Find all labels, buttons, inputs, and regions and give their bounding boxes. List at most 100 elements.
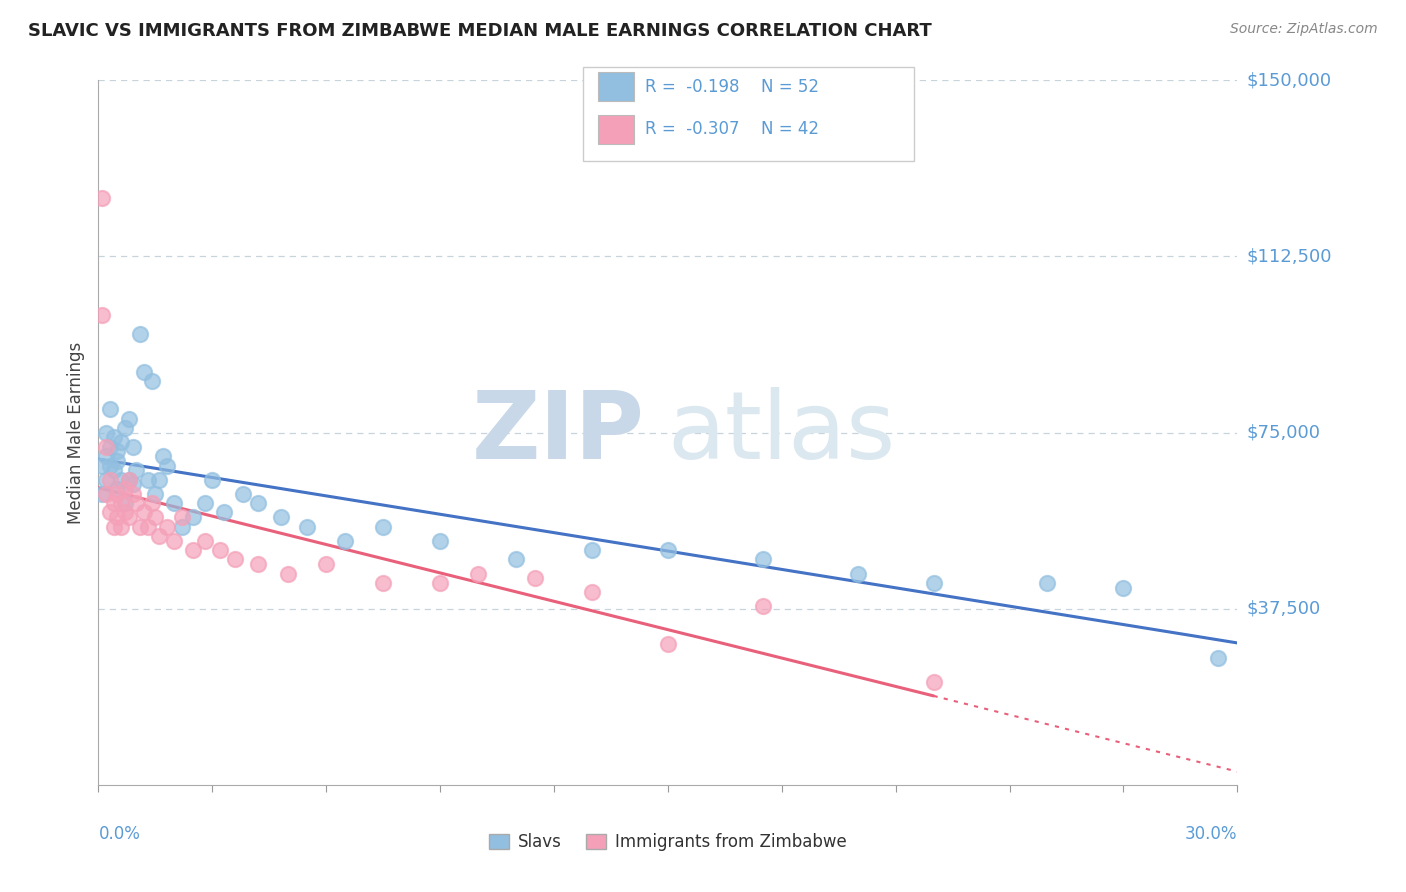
Text: 0.0%: 0.0%	[98, 825, 141, 843]
Point	[114, 506, 136, 520]
Point	[132, 365, 155, 379]
Point	[118, 411, 141, 425]
Point	[141, 374, 163, 388]
Point	[371, 519, 394, 533]
Point	[335, 533, 357, 548]
Point	[145, 486, 167, 500]
Point	[136, 473, 159, 487]
Point	[91, 191, 114, 205]
Point	[91, 486, 114, 500]
Point	[114, 421, 136, 435]
Text: atlas: atlas	[668, 386, 896, 479]
Point	[429, 533, 451, 548]
Point	[121, 477, 143, 491]
Point	[103, 496, 125, 510]
Point	[163, 496, 186, 510]
Point	[581, 543, 603, 558]
Point	[752, 552, 775, 566]
Point	[156, 519, 179, 533]
Point	[145, 510, 167, 524]
Point	[110, 496, 132, 510]
Point	[91, 308, 114, 322]
Point	[118, 473, 141, 487]
Point	[94, 473, 117, 487]
Text: $37,500: $37,500	[1246, 599, 1320, 618]
Point	[1036, 576, 1059, 591]
Text: 30.0%: 30.0%	[1185, 825, 1237, 843]
Point	[1208, 651, 1230, 665]
Point	[152, 449, 174, 463]
Point	[103, 430, 125, 444]
Point	[141, 496, 163, 510]
Point	[467, 566, 489, 581]
Point	[277, 566, 299, 581]
Point	[201, 473, 224, 487]
Point	[183, 543, 205, 558]
Text: N = 42: N = 42	[761, 120, 818, 138]
Point	[91, 458, 114, 473]
Point	[581, 585, 603, 599]
Point	[429, 576, 451, 591]
Point	[136, 519, 159, 533]
Point	[270, 510, 292, 524]
Point	[371, 576, 394, 591]
Point	[129, 326, 152, 341]
Point	[98, 473, 121, 487]
Point	[94, 440, 117, 454]
Point	[132, 506, 155, 520]
Point	[107, 482, 129, 496]
Point	[107, 454, 129, 468]
Point	[98, 402, 121, 417]
Point	[246, 557, 269, 571]
Point	[107, 444, 129, 458]
Point	[752, 599, 775, 614]
Point	[212, 506, 235, 520]
Text: $75,000: $75,000	[1246, 424, 1320, 442]
Point	[110, 435, 132, 450]
Point	[524, 571, 547, 585]
Point	[148, 529, 170, 543]
Point	[103, 463, 125, 477]
Point	[107, 486, 129, 500]
Point	[246, 496, 269, 510]
Point	[114, 496, 136, 510]
Point	[922, 576, 945, 591]
Text: ZIP: ZIP	[472, 386, 645, 479]
Point	[163, 533, 186, 548]
Point	[121, 440, 143, 454]
Point	[297, 519, 319, 533]
Point	[94, 449, 117, 463]
Point	[148, 473, 170, 487]
Y-axis label: Median Male Earnings: Median Male Earnings	[66, 342, 84, 524]
Point	[129, 519, 152, 533]
Point	[170, 510, 193, 524]
Point	[315, 557, 337, 571]
Point	[103, 519, 125, 533]
Text: $112,500: $112,500	[1246, 247, 1331, 266]
Point	[846, 566, 869, 581]
Point	[110, 473, 132, 487]
Point	[232, 486, 254, 500]
Point	[125, 463, 148, 477]
Point	[657, 637, 679, 651]
Legend: Slavs, Immigrants from Zimbabwe: Slavs, Immigrants from Zimbabwe	[482, 826, 853, 858]
Text: SLAVIC VS IMMIGRANTS FROM ZIMBABWE MEDIAN MALE EARNINGS CORRELATION CHART: SLAVIC VS IMMIGRANTS FROM ZIMBABWE MEDIA…	[28, 22, 932, 40]
Point	[94, 425, 117, 440]
Point	[121, 486, 143, 500]
Text: $150,000: $150,000	[1246, 71, 1331, 89]
Point	[98, 506, 121, 520]
Point	[114, 482, 136, 496]
Point	[107, 510, 129, 524]
Point	[194, 496, 217, 510]
Point	[170, 519, 193, 533]
Point	[505, 552, 527, 566]
Point	[98, 458, 121, 473]
Point	[208, 543, 231, 558]
Point	[110, 519, 132, 533]
Point	[94, 486, 117, 500]
Point	[98, 440, 121, 454]
Point	[118, 473, 141, 487]
Point	[156, 458, 179, 473]
Point	[224, 552, 246, 566]
Point	[657, 543, 679, 558]
